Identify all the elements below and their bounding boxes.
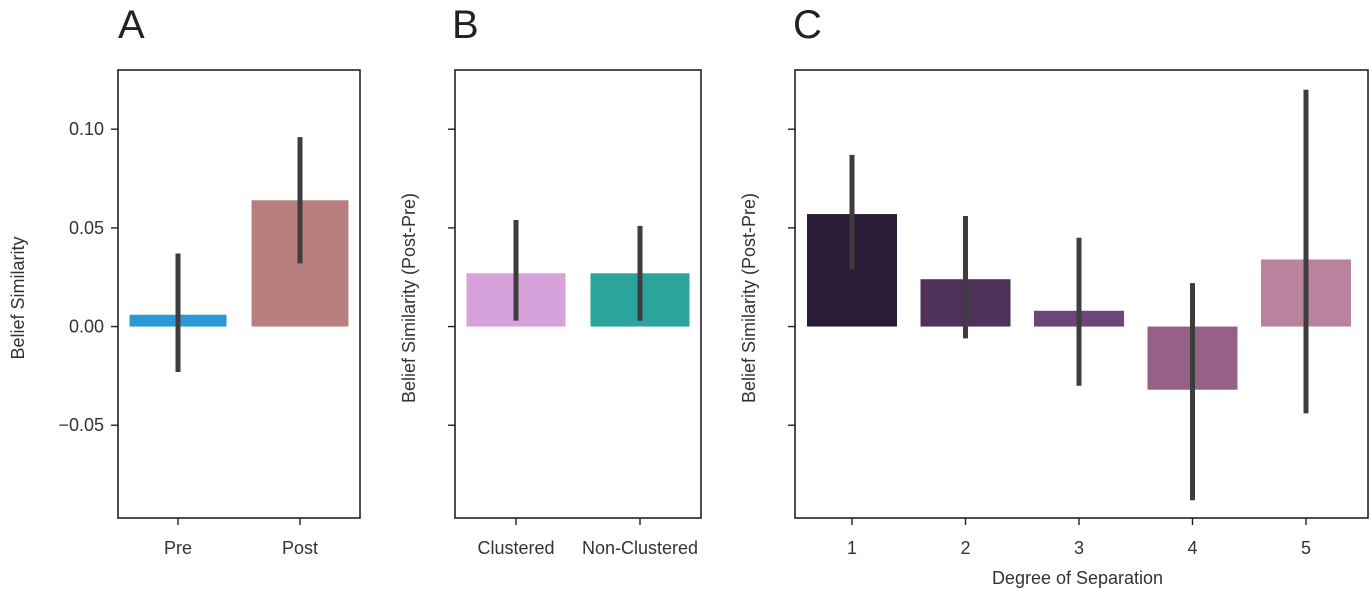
y-axis-label-a: Belief Similarity (8, 236, 28, 359)
panel-letter-c: C (793, 3, 822, 47)
y-tick-label: 0.00 (69, 317, 104, 337)
panel-letter-b: B (452, 3, 479, 47)
y-axis-label-b: Belief Similarity (Post-Pre) (399, 193, 419, 403)
x-tick-label: Non-Clustered (582, 538, 698, 558)
plot-frame-b (454, 69, 702, 519)
x-tick-label: Post (282, 538, 318, 558)
x-tick-label: 5 (1301, 538, 1311, 558)
y-tick-label: 0.05 (69, 218, 104, 238)
plot-frame-c (794, 69, 1369, 519)
y-tick-label: 0.10 (69, 119, 104, 139)
x-tick-label: Pre (164, 538, 192, 558)
y-axis-label-c: Belief Similarity (Post-Pre) (739, 193, 759, 403)
x-tick-label: 3 (1074, 538, 1084, 558)
y-tick-label: −0.05 (58, 415, 104, 435)
panel-letter-a: A (118, 3, 145, 47)
x-axis-label-c: Degree of Separation (992, 568, 1163, 588)
plot-frame-a (117, 69, 361, 519)
x-tick-label: 1 (847, 538, 857, 558)
x-tick-label: 4 (1187, 538, 1197, 558)
x-tick-label: 2 (960, 538, 970, 558)
x-tick-label: Clustered (477, 538, 554, 558)
